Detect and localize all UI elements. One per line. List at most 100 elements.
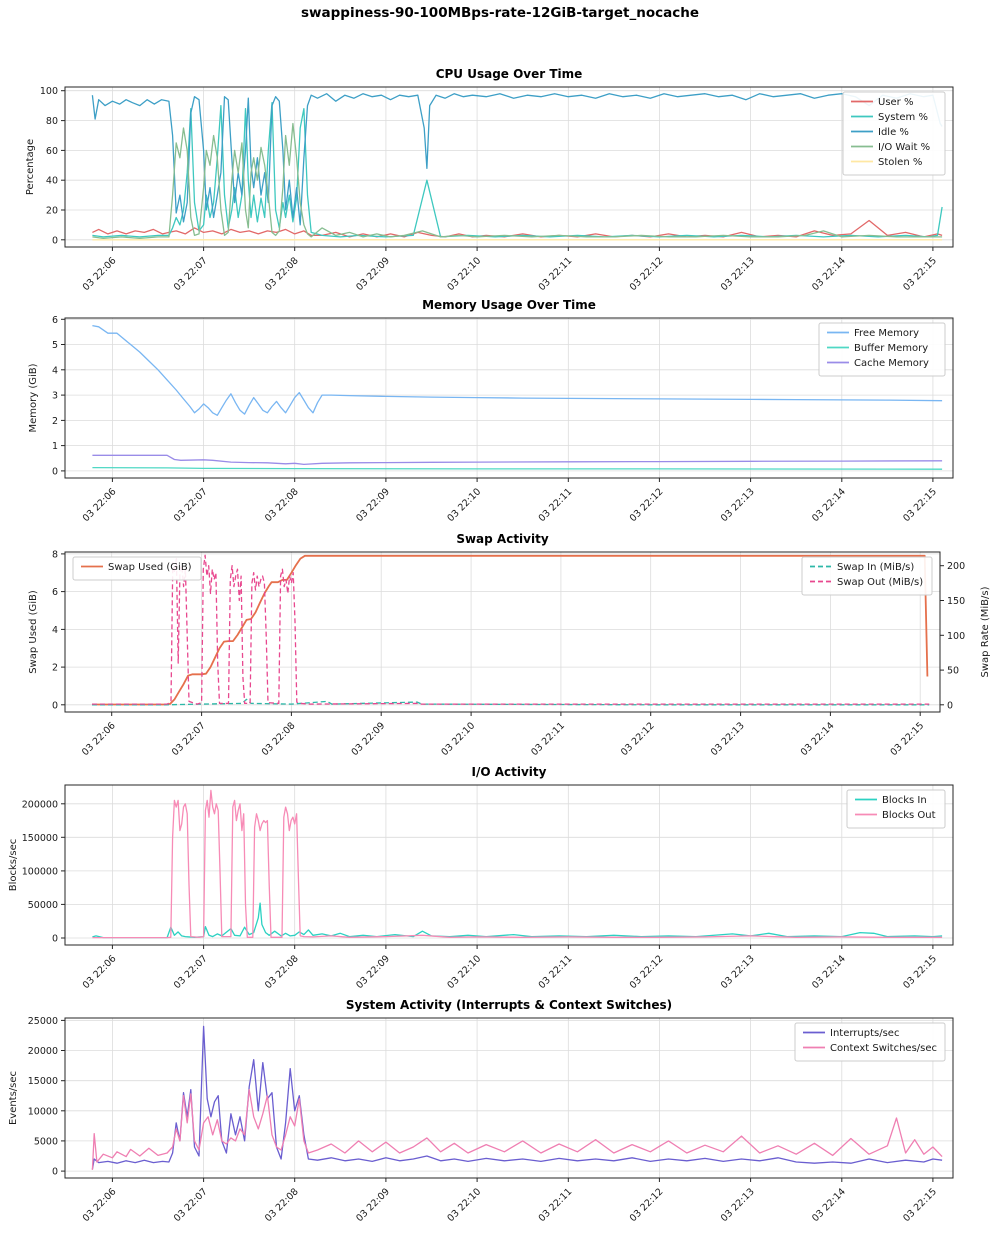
y-tick-label: 0 — [52, 1167, 58, 1178]
x-tick-label: 03 22:13 — [719, 255, 757, 293]
x-tick-label: 03 22:09 — [354, 953, 392, 991]
chart-title: CPU Usage Over Time — [436, 67, 583, 81]
blocks-out-legend-label: Blocks Out — [882, 810, 936, 821]
x-tick-label: 03 22:09 — [349, 720, 387, 758]
legend: Free Memory Buffer Memory Cache Memory — [818, 322, 946, 377]
cpu-usage-over-time-chart: 03 22:06 03 22:07 03 22:08 03 22:09 03 22:10… — [25, 67, 954, 293]
chart-title: Memory Usage Over Time — [422, 298, 596, 312]
i-o-wait-line — [92, 122, 943, 240]
x-tick-label: 03 22:08 — [263, 255, 301, 293]
legend-box — [818, 322, 946, 377]
x-tick-label: 03 22:10 — [445, 486, 483, 524]
y-tick-label: 4 — [52, 365, 58, 376]
x-tick-label: 03 22:12 — [628, 1186, 666, 1224]
swap-out-mib-s-legend-label: Swap Out (MiB/s) — [837, 577, 923, 588]
x-tick-label: 03 22:08 — [263, 1186, 301, 1224]
plot-frame — [64, 86, 954, 248]
x-tick-label: 03 22:15 — [901, 1186, 939, 1224]
x-tick-label: 03 22:12 — [628, 953, 666, 991]
x-tick-label: 03 22:12 — [619, 720, 657, 758]
x-tick-label: 03 22:12 — [628, 255, 666, 293]
x-tick-label: 03 22:06 — [81, 486, 119, 524]
legend-box — [842, 91, 946, 176]
idle-line — [91, 93, 943, 226]
x-tick-label: 03 22:06 — [81, 1186, 119, 1224]
y-tick-label: 0 — [52, 934, 58, 945]
swap-in-mib-s-line — [92, 698, 930, 706]
buffer-memory-legend-label: Buffer Memory — [854, 343, 928, 354]
system-activity-chart: 03 22:06 03 22:07 03 22:08 03 22:09 03 22:10… — [8, 998, 954, 1224]
x-tick-label: 03 22:12 — [628, 486, 666, 524]
user-legend-label: User % — [878, 97, 913, 108]
y-tick-label: 60 — [46, 146, 58, 157]
y-axis-label: Events/sec — [8, 1071, 19, 1125]
x-tick-label: 03 22:08 — [260, 720, 298, 758]
swap-out-mib-s-line — [92, 554, 930, 705]
x-tick-label: 03 22:13 — [719, 1186, 757, 1224]
y-axis-label: Percentage — [25, 139, 36, 195]
x-tick-label: 03 22:15 — [901, 255, 939, 293]
x-tick-label: 03 22:07 — [172, 953, 210, 991]
plot-frame — [64, 551, 941, 713]
idle-legend-label: Idle % — [878, 127, 909, 138]
y-tick-label: 6 — [52, 587, 58, 598]
x-tick-label: 03 22:11 — [529, 720, 567, 758]
x-tick-label: 03 22:14 — [810, 486, 848, 524]
y-axis-label-right: Swap Rate (MiB/s) — [980, 586, 991, 677]
x-tick-label: 03 22:10 — [439, 720, 477, 758]
y-tick-label: 25000 — [28, 1016, 58, 1027]
y-tick-label: 150000 — [22, 833, 58, 844]
chart-title: System Activity (Interrupts & Context Sw… — [346, 998, 672, 1012]
cache-memory-legend-label: Cache Memory — [854, 358, 929, 369]
x-tick-label: 03 22:09 — [354, 255, 392, 293]
y-tick-label: 4 — [52, 625, 58, 636]
y-tick-label: 100 — [40, 86, 58, 97]
x-tick-label: 03 22:14 — [799, 720, 837, 758]
swap-used-gib-legend-label: Swap Used (GiB) — [108, 562, 192, 573]
free-memory-line — [92, 324, 943, 416]
y-axis-label: Swap Used (GiB) — [28, 590, 39, 674]
x-tick-label: 03 22:06 — [81, 255, 119, 293]
x-tick-label: 03 22:10 — [445, 255, 483, 293]
y-tick-label: 0 — [52, 700, 58, 711]
y-tick-label: 100000 — [22, 866, 58, 877]
y-tick-label: 6 — [52, 315, 58, 326]
plot-frame — [64, 317, 954, 479]
y-tick-label: 40 — [46, 176, 58, 187]
y-tick-label: 80 — [46, 116, 58, 127]
legend-box — [794, 1022, 946, 1062]
plot-frame — [64, 1017, 954, 1179]
y-tick-label-right: 100 — [947, 631, 965, 642]
plot-frame — [64, 784, 954, 946]
system-legend-label: System % — [878, 112, 928, 123]
x-tick-label: 03 22:15 — [901, 953, 939, 991]
y-tick-label: 200000 — [22, 799, 58, 810]
blocks-out-line — [92, 789, 943, 939]
y-tick-label: 2 — [52, 663, 58, 674]
x-tick-label: 03 22:09 — [354, 1186, 392, 1224]
x-tick-label: 03 22:06 — [81, 953, 119, 991]
y-tick-label: 0 — [52, 235, 58, 246]
y-tick-label-right: 150 — [947, 596, 965, 607]
x-tick-label: 03 22:09 — [354, 486, 392, 524]
y-tick-label: 20000 — [28, 1046, 58, 1057]
interrupts-sec-legend-label: Interrupts/sec — [830, 1028, 899, 1039]
chart-title: Swap Activity — [456, 532, 549, 546]
y-tick-label: 0 — [52, 466, 58, 477]
x-tick-label: 03 22:15 — [901, 486, 939, 524]
y-tick-label-right: 0 — [947, 700, 953, 711]
x-tick-label: 03 22:13 — [709, 720, 747, 758]
legend: Swap In (MiB/s) Swap Out (MiB/s) — [801, 556, 933, 596]
i-o-wait-legend-label: I/O Wait % — [878, 142, 930, 153]
x-tick-label: 03 22:07 — [172, 255, 210, 293]
x-tick-label: 03 22:11 — [537, 486, 575, 524]
page-title: swappiness-90-100MBps-rate-12GiB-target_… — [301, 5, 699, 21]
blocks-in-legend-label: Blocks In — [882, 795, 927, 806]
x-tick-label: 03 22:07 — [172, 486, 210, 524]
y-tick-label: 10000 — [28, 1106, 58, 1117]
memory-usage-over-time-chart: 03 22:06 03 22:07 03 22:08 03 22:09 03 22:10… — [28, 298, 954, 524]
system-line — [92, 102, 943, 238]
x-tick-label: 03 22:11 — [537, 255, 575, 293]
